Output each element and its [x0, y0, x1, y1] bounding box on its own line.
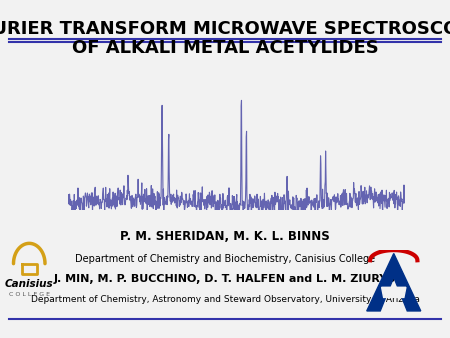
Text: OF ALKALI METAL ACETYLIDES: OF ALKALI METAL ACETYLIDES	[72, 39, 378, 57]
Text: J. MIN, M. P. BUCCHINO, D. T. HALFEN and L. M. ZIURYS: J. MIN, M. P. BUCCHINO, D. T. HALFEN and…	[54, 274, 396, 284]
Polygon shape	[367, 254, 421, 311]
Text: Department of Chemistry, Astronomy and Steward Observatory, University of Arizon: Department of Chemistry, Astronomy and S…	[31, 295, 419, 304]
Text: Canisius: Canisius	[5, 279, 54, 289]
Text: C O L L E G E: C O L L E G E	[9, 292, 50, 297]
Text: FOURIER TRANSFORM MICROWAVE SPECTROSCOPY: FOURIER TRANSFORM MICROWAVE SPECTROSCOPY	[0, 20, 450, 38]
Text: Department of Chemistry and Biochemistry, Canisius College: Department of Chemistry and Biochemistry…	[75, 254, 375, 264]
Polygon shape	[382, 287, 406, 297]
Text: P. M. SHERIDAN, M. K. L. BINNS: P. M. SHERIDAN, M. K. L. BINNS	[120, 230, 330, 243]
